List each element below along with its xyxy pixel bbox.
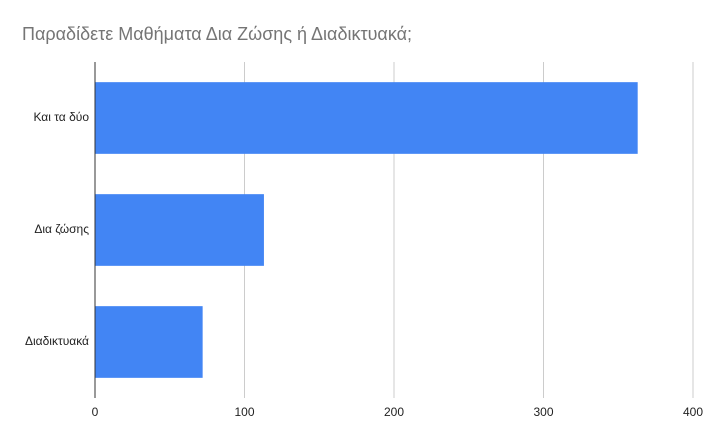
x-tick-label: 200: [384, 405, 404, 419]
x-tick-label: 300: [533, 405, 553, 419]
bar: [95, 82, 638, 154]
y-tick-label: Διαδικτυακά: [25, 334, 89, 348]
x-tick-label: 0: [92, 405, 99, 419]
bar: [95, 194, 264, 266]
y-tick-label: Δια ζώσης: [34, 222, 89, 236]
x-tick-label: 400: [683, 405, 703, 419]
y-tick-label: Και τα δύο: [33, 110, 89, 124]
x-tick-label: 100: [234, 405, 254, 419]
bar: [95, 306, 203, 378]
chart-title: Παραδίδετε Μαθήματα Δια Ζώσης ή Διαδικτυ…: [22, 24, 412, 44]
